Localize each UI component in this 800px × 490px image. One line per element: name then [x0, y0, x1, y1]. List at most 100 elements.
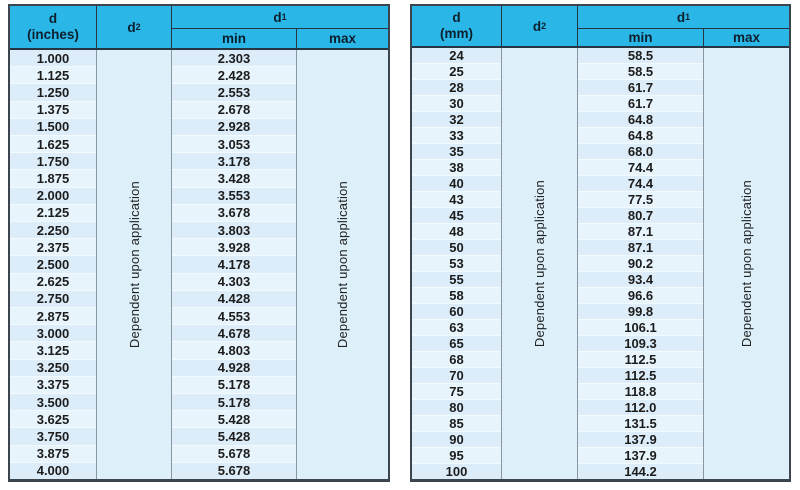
table-cell: 3.750	[10, 427, 96, 445]
table-cell: 80.7	[578, 207, 703, 223]
table-cell: 2.875	[10, 307, 96, 325]
table-cell: 109.3	[578, 335, 703, 351]
table-cell: 38	[412, 159, 501, 175]
table-cell: 5.428	[172, 427, 296, 445]
table-cell: 4.928	[172, 358, 296, 376]
header-d-symbol: d	[48, 11, 58, 27]
table-cell: 64.8	[578, 111, 703, 127]
table-cell: 4.000	[10, 461, 96, 480]
table-cell: 3.053	[172, 135, 296, 153]
header-d-unit: (inches)	[27, 27, 79, 42]
table-mm-body: 24 25 28 30 32 33 35 38 40 43 45 48 50 5…	[412, 48, 789, 479]
table-cell: 64.8	[578, 127, 703, 143]
table-cell: 70	[412, 367, 501, 383]
table-cell: 45	[412, 207, 501, 223]
table-cell: 137.9	[578, 447, 703, 463]
table-cell: 144.2	[578, 463, 703, 479]
table-cell: 1.500	[10, 117, 96, 136]
table-cell: 80	[412, 399, 501, 415]
table-cell: 87.1	[578, 223, 703, 239]
table-cell: 75	[412, 383, 501, 399]
d2-note-rotated: Dependent upon application	[532, 179, 547, 348]
column-max-merged: Dependent upon application	[704, 48, 789, 479]
table-cell: 3.803	[172, 221, 296, 239]
table-cell: 3.678	[172, 203, 296, 222]
column-d-mm: 24 25 28 30 32 33 35 38 40 43 45 48 50 5…	[412, 48, 502, 479]
header-d1-base: d	[273, 9, 282, 25]
table-cell: 137.9	[578, 431, 703, 447]
table-cell: 40	[412, 175, 501, 191]
max-note-rotated: Dependent upon application	[335, 180, 350, 349]
table-cell: 2.553	[172, 83, 296, 101]
table-cell: 68	[412, 351, 501, 367]
table-cell: 4.803	[172, 341, 296, 359]
table-cell: 2.000	[10, 186, 96, 204]
table-cell: 4.678	[172, 324, 296, 342]
header-d-inches: d (inches)	[10, 6, 97, 48]
d2-note-rotated: Dependent upon application	[126, 180, 142, 349]
table-cell: 85	[412, 415, 501, 431]
column-min-mm: 58.5 58.5 61.7 61.7 64.8 64.8 68.0 74.4 …	[578, 48, 704, 479]
table-cell: 1.000	[10, 50, 96, 67]
table-cell: 95	[412, 447, 501, 463]
table-cell: 3.500	[10, 393, 96, 411]
max-note-rotated: Dependent upon application	[739, 179, 754, 348]
table-cell: 2.750	[10, 289, 96, 308]
header-min: min	[172, 29, 297, 48]
header-d1-base: d	[676, 9, 686, 25]
table-cell: 2.375	[10, 238, 96, 256]
table-cell: 28	[412, 79, 501, 95]
table-cell: 3.875	[10, 444, 96, 462]
table-cell: 112.5	[578, 351, 703, 367]
table-cell: 61.7	[578, 95, 703, 111]
table-cell: 96.6	[578, 287, 703, 303]
table-cell: 48	[412, 223, 501, 239]
column-min-inches: 2.303 2.428 2.553 2.678 2.928 3.053 3.17…	[172, 50, 297, 480]
table-inches-body: 1.000 1.125 1.250 1.375 1.500 1.625 1.75…	[10, 50, 388, 480]
header-d-unit: (mm)	[440, 26, 473, 41]
table-cell: 58	[412, 287, 501, 303]
table-cell: 118.8	[578, 383, 703, 399]
table-cell: 2.428	[172, 66, 296, 84]
table-cell: 99.8	[578, 303, 703, 319]
header-d-symbol: d	[452, 10, 461, 26]
table-cell: 1.625	[10, 135, 96, 153]
table-cell: 112.0	[578, 399, 703, 415]
table-cell: 1.250	[10, 83, 96, 101]
table-cell: 3.000	[10, 324, 96, 342]
header-d2-sub: 2	[541, 21, 547, 31]
header-d2-base: d	[532, 18, 542, 34]
table-cell: 90.2	[578, 255, 703, 271]
table-cell: 2.303	[172, 50, 296, 67]
table-cell: 4.178	[172, 255, 296, 273]
table-cell: 93.4	[578, 271, 703, 287]
table-cell: 2.125	[10, 203, 96, 222]
table-cell: 33	[412, 127, 501, 143]
table-cell: 4.303	[172, 272, 296, 290]
table-cell: 5.678	[172, 461, 296, 480]
table-cell: 58.5	[578, 48, 703, 63]
table-cell: 5.428	[172, 410, 296, 428]
column-d2-merged: Dependent upon application	[97, 50, 172, 479]
table-cell: 3.125	[10, 341, 96, 359]
column-d2-merged: Dependent upon application	[502, 48, 578, 479]
table-cell: 5.178	[172, 393, 296, 411]
table-cell: 5.678	[172, 444, 296, 462]
column-max-merged: Dependent upon application	[297, 50, 388, 479]
header-d1-sub: 1	[685, 12, 691, 22]
table-cell: 65	[412, 335, 501, 351]
table-cell: 35	[412, 143, 501, 159]
table-cell: 1.750	[10, 152, 96, 170]
table-cell: 3.428	[172, 169, 296, 187]
header-d-mm: d (mm)	[412, 6, 502, 46]
table-cell: 1.125	[10, 66, 96, 84]
header-d1-sub: 1	[281, 12, 287, 22]
table-cell: 3.928	[172, 238, 296, 256]
table-cell: 90	[412, 431, 501, 447]
